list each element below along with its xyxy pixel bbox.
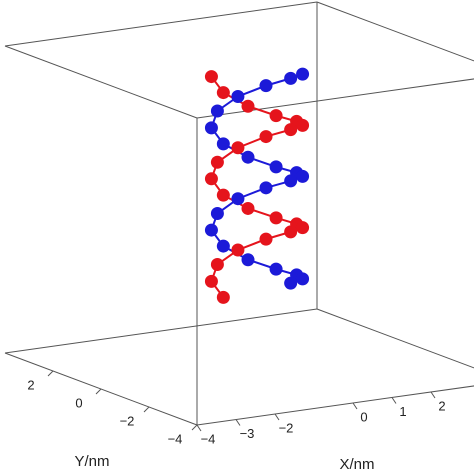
y-tick — [143, 406, 150, 413]
x-tick — [352, 402, 358, 410]
y-tick-label: 0 — [75, 395, 82, 410]
bead — [284, 276, 298, 290]
bead — [241, 150, 255, 164]
x-tick — [235, 419, 241, 426]
bead — [204, 70, 218, 84]
bead — [284, 174, 298, 188]
x-tick — [274, 413, 280, 421]
x-tick-label: 0 — [360, 409, 367, 424]
y-tick-label: −4 — [168, 431, 183, 446]
bead — [231, 192, 245, 206]
bead — [284, 123, 298, 137]
x-tick-label: −3 — [240, 426, 255, 441]
bead — [216, 86, 230, 100]
bead — [216, 188, 230, 202]
bead — [269, 262, 283, 276]
bead — [210, 257, 224, 271]
x-tick-label: −2 — [279, 420, 294, 435]
bead — [296, 169, 310, 183]
bead — [259, 232, 273, 246]
bead — [231, 243, 245, 257]
x-tick-label: 2 — [438, 398, 445, 413]
bead — [204, 172, 218, 186]
bead — [296, 67, 310, 81]
bead — [296, 221, 310, 235]
bead — [210, 155, 224, 169]
y-tick — [47, 370, 54, 377]
bead — [259, 181, 273, 195]
bead — [216, 290, 230, 304]
y-axis-label: Y/nm — [74, 453, 109, 470]
x-tick — [391, 397, 397, 404]
bead — [231, 89, 245, 103]
box-edge — [4, 45, 198, 119]
bead — [241, 253, 255, 267]
y-tick-label: 2 — [27, 377, 34, 392]
bead — [204, 121, 218, 135]
y-tick — [95, 388, 102, 395]
bead — [269, 211, 283, 225]
bead — [204, 223, 218, 237]
y-tick — [191, 424, 198, 431]
bead — [284, 71, 298, 85]
bead — [216, 137, 230, 151]
x-tick — [430, 391, 436, 399]
bead — [210, 104, 224, 118]
bead — [269, 160, 283, 174]
bead — [204, 274, 218, 288]
bead — [259, 79, 273, 93]
x-tick-label: −4 — [201, 431, 216, 446]
bead — [296, 272, 310, 286]
x-axis-label: X/nm — [339, 456, 374, 473]
box-edge — [4, 308, 318, 354]
box-edge — [196, 385, 474, 426]
bead — [284, 225, 298, 239]
box-edge — [316, 308, 474, 369]
x-tick-label: 1 — [399, 404, 406, 419]
bead — [241, 201, 255, 215]
bead — [210, 207, 224, 221]
bead — [259, 130, 273, 144]
strand-bond — [210, 75, 305, 298]
bead — [231, 141, 245, 155]
bead — [216, 239, 230, 253]
x-tick — [196, 424, 202, 432]
bead — [296, 118, 310, 132]
box-edge — [316, 1, 474, 62]
y-tick-label: −2 — [120, 413, 135, 428]
bead — [269, 109, 283, 123]
bead — [241, 99, 255, 113]
box-edge — [4, 1, 318, 47]
